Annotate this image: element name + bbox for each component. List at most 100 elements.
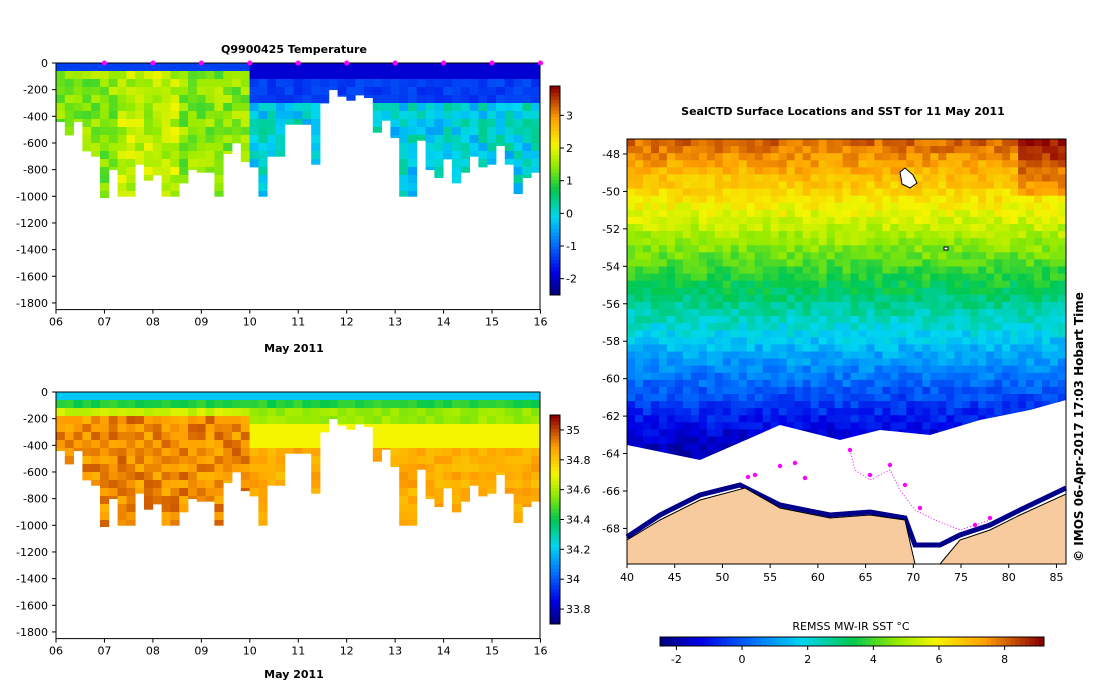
sst-cell [738, 337, 748, 345]
sst-cell [842, 188, 851, 197]
sst-cell [666, 379, 676, 388]
sst-cell [1018, 394, 1027, 402]
section-cell [487, 423, 497, 433]
section-cell [302, 71, 312, 80]
sst-cell [914, 174, 923, 182]
sst-cell [794, 146, 803, 154]
section-cell [408, 415, 418, 425]
sst-cell [722, 259, 732, 267]
sst-cell [938, 330, 947, 338]
sst-cell [786, 181, 796, 189]
sst-cell [786, 415, 796, 423]
sst-cell [698, 316, 708, 324]
sst-cell [890, 323, 899, 331]
sst-cell [946, 231, 955, 239]
sst-cell [1010, 252, 1019, 260]
section-cell [469, 134, 479, 144]
colorbar-segment [550, 120, 560, 125]
section-cell [487, 479, 497, 489]
sst-cell [738, 245, 748, 253]
section-cell [408, 118, 418, 128]
section-cell [82, 63, 92, 72]
sst-cell [634, 316, 644, 324]
section-cell [399, 63, 409, 72]
colorbar-segment [550, 239, 560, 244]
sst-cell [682, 294, 692, 303]
section-cell [452, 463, 462, 473]
section-cell [170, 487, 180, 497]
section-cell [117, 415, 127, 425]
sst-cell [698, 167, 708, 175]
sst-cell [946, 415, 955, 423]
section-cell [390, 455, 400, 465]
sst-cell [722, 344, 732, 352]
section-cell [434, 415, 444, 425]
section-cell [487, 415, 497, 425]
sst-cell [914, 245, 923, 253]
sst-cell [714, 252, 724, 260]
colorbar-segment [550, 620, 560, 625]
sst-cell [746, 337, 756, 345]
sst-cell [738, 174, 748, 182]
sst-cell [970, 323, 979, 331]
sst-cell [890, 408, 899, 416]
sst-cell [1034, 259, 1043, 267]
sst-cell [674, 252, 684, 260]
sst-cell [722, 188, 732, 197]
section-cell [108, 86, 118, 96]
sst-cell [914, 351, 923, 359]
x-tick-label: 80 [1002, 571, 1016, 584]
sst-cell [634, 146, 644, 154]
section-cell [205, 408, 215, 417]
sst-cell [938, 386, 947, 395]
section-cell [346, 415, 356, 425]
sst-cell [954, 415, 963, 423]
sst-cell [882, 231, 891, 239]
sst-cell [1050, 146, 1059, 154]
section-cell [249, 447, 259, 457]
section-cell [460, 142, 470, 152]
sst-cell [914, 146, 923, 154]
section-cell [179, 400, 189, 409]
sst-cell [882, 202, 891, 211]
section-cell [117, 392, 127, 401]
section-cell [196, 118, 206, 128]
sst-cell [922, 195, 931, 204]
sst-cell [754, 181, 764, 189]
section-cell [416, 463, 426, 470]
sst-cell [818, 337, 827, 345]
sst-cell [882, 309, 891, 317]
sst-cell [674, 273, 684, 282]
section-cell [504, 86, 514, 96]
section-cell [56, 431, 66, 441]
section-cell [258, 134, 268, 144]
section-cell [434, 463, 444, 473]
section-cell [487, 94, 497, 104]
section-cell [179, 495, 189, 505]
sst-cell [802, 294, 811, 303]
sst-cell [970, 316, 979, 324]
y-tick-label: -58 [602, 335, 620, 348]
sst-cell [658, 323, 668, 331]
section-cell [408, 79, 418, 88]
sst-cell [1050, 167, 1059, 175]
sst-cell [858, 174, 867, 182]
sst-cell [682, 188, 692, 197]
sst-cell [954, 358, 963, 367]
sst-cell [906, 188, 915, 197]
sst-cell [858, 266, 867, 274]
sst-cell [1058, 337, 1067, 345]
sst-cell [994, 309, 1003, 317]
sst-cell [850, 429, 859, 437]
section-cell [161, 166, 171, 176]
sst-cell [850, 309, 859, 317]
section-cell [425, 134, 435, 144]
section-cell [108, 142, 118, 152]
sst-cell [666, 238, 676, 246]
sst-cell [946, 337, 955, 345]
sst-cell [802, 337, 811, 345]
sst-cell [1026, 188, 1035, 197]
sst-cell [778, 153, 788, 161]
sst-cell [1018, 181, 1027, 189]
sst-cell [826, 394, 835, 402]
